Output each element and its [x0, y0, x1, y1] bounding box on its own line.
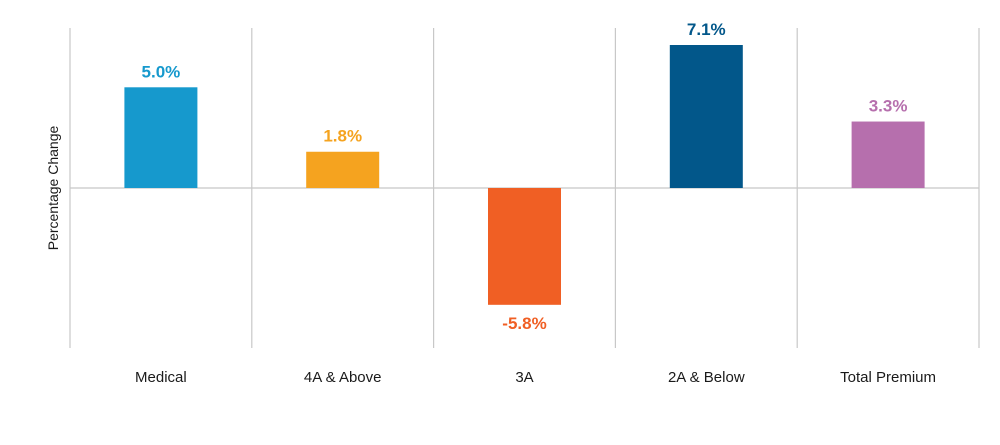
label-layer: 5.0% Medical 1.8% 4A & Above -5.8% 3A 7.1% 2A &…: [135, 20, 936, 386]
bar-3a: [488, 188, 561, 305]
category-label: 4A & Above: [304, 369, 382, 386]
category-label: 3A: [515, 369, 533, 386]
category-label: Medical: [135, 369, 187, 386]
bar-value-label: 1.8%: [323, 127, 362, 146]
y-axis-title: Percentage Change: [45, 126, 61, 251]
bar-medical: [124, 87, 198, 188]
bar-value-label: -5.8%: [502, 314, 546, 333]
bar-2a-below: [669, 45, 743, 188]
category-label: Total Premium: [840, 369, 936, 386]
bar-4a-above: [306, 151, 380, 188]
bar-total-premium: [851, 121, 925, 188]
bar-value-label: 3.3%: [869, 97, 908, 116]
bar-value-label: 5.0%: [142, 62, 181, 81]
category-label: 2A & Below: [668, 369, 745, 386]
bar-value-label: 7.1%: [687, 20, 726, 39]
bar-layer: [124, 45, 925, 305]
